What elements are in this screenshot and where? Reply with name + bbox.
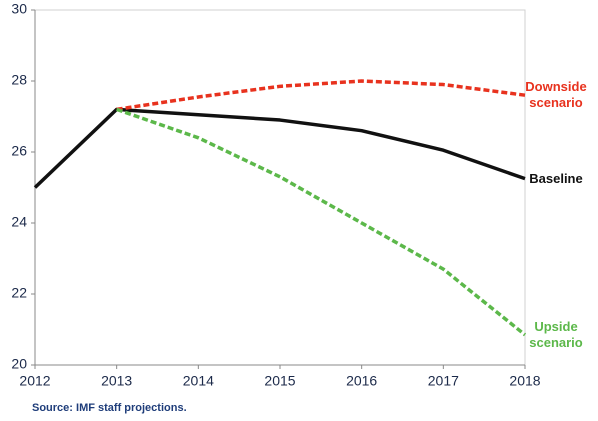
y-tick-label: 26 bbox=[11, 143, 27, 159]
x-tick-label: 2017 bbox=[428, 373, 459, 389]
series-label: Upside scenario bbox=[529, 318, 583, 350]
series-line bbox=[116, 79, 526, 112]
x-tick-label: 2018 bbox=[509, 373, 540, 389]
y-tick-label: 30 bbox=[11, 1, 27, 17]
series-label: Downside scenario bbox=[525, 79, 587, 111]
x-tick-label: 2012 bbox=[19, 373, 50, 389]
plot-frame bbox=[34, 9, 526, 366]
y-tick-label: 24 bbox=[11, 214, 27, 230]
x-tick-label: 2015 bbox=[264, 373, 295, 389]
source-note: Source: IMF staff projections. bbox=[32, 402, 187, 414]
x-tick-label: 2016 bbox=[346, 373, 377, 389]
y-tick-label: 22 bbox=[11, 285, 27, 301]
series-label: Baseline bbox=[529, 170, 583, 186]
x-tick-label: 2014 bbox=[183, 373, 214, 389]
series-line bbox=[116, 107, 527, 337]
y-tick-label: 28 bbox=[11, 72, 27, 88]
y-tick-label: 20 bbox=[11, 356, 27, 372]
x-tick-label: 2013 bbox=[101, 373, 132, 389]
